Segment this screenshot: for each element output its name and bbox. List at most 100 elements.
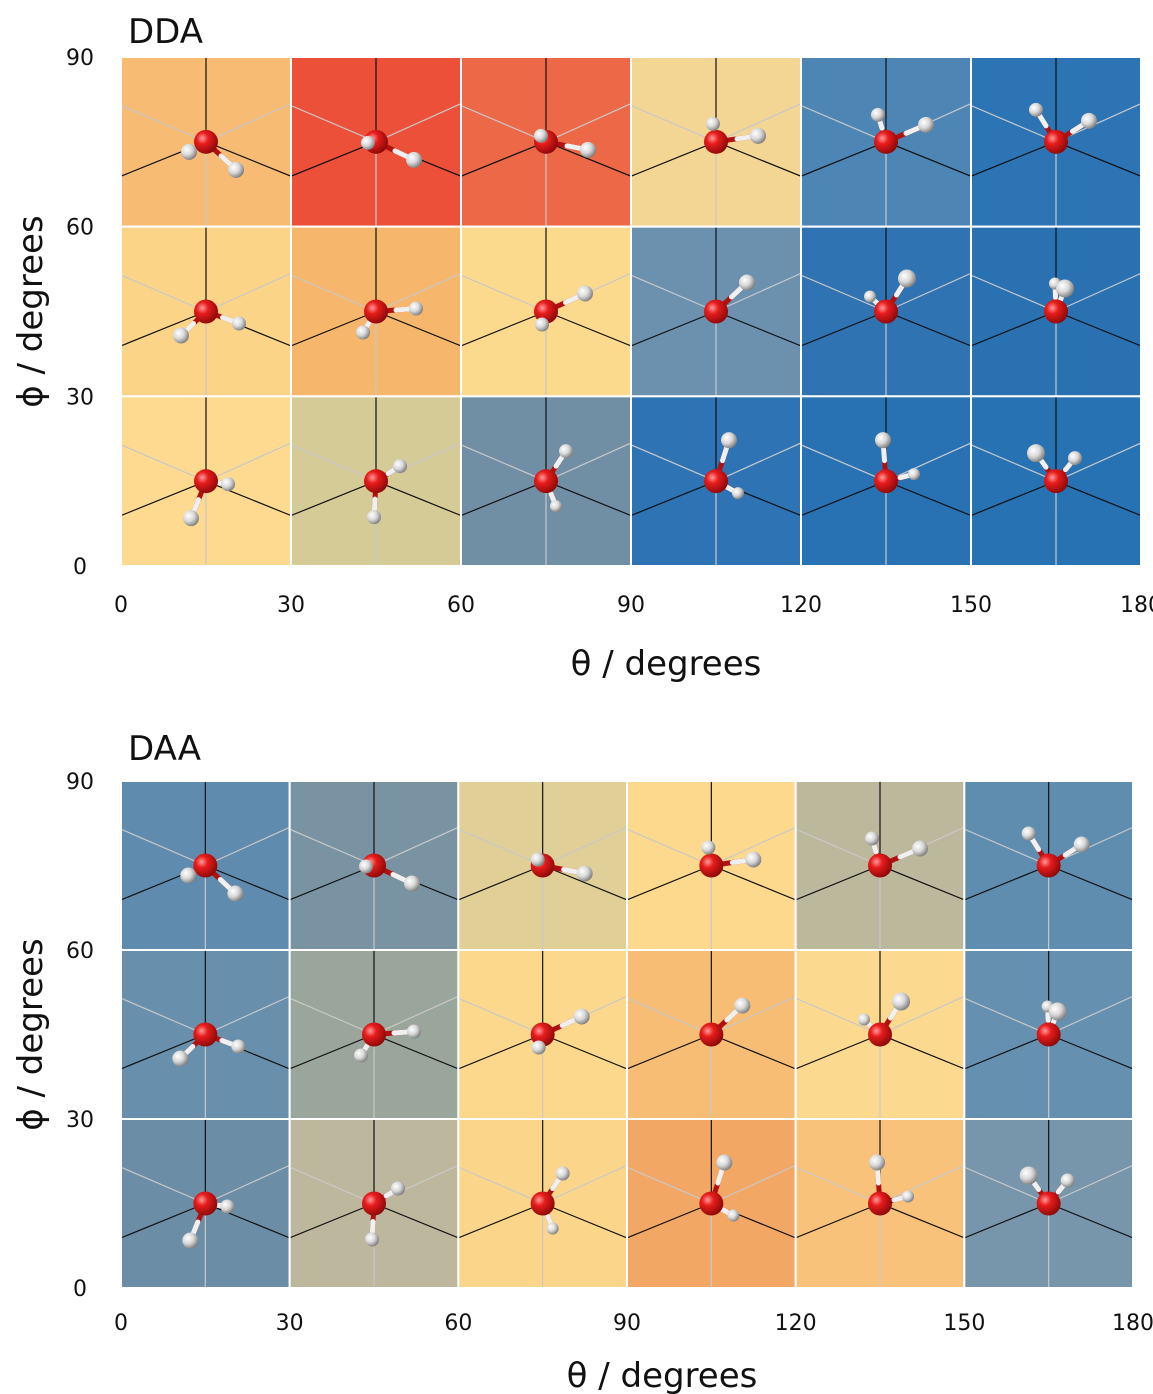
water-molecule [530, 1008, 590, 1055]
heatmap-cell [460, 56, 632, 228]
hydrogen-atom [367, 510, 381, 525]
hydrogen-atom [739, 274, 755, 291]
hydrogen-atom [918, 116, 934, 133]
x-tick-label: 150 [950, 593, 992, 618]
hydrogen-atom [531, 1040, 546, 1055]
hydrogen-atom [1081, 112, 1097, 129]
heatmap-cell [970, 56, 1142, 228]
reference-axes [459, 1120, 627, 1287]
water-molecule [364, 459, 407, 525]
heatmap-cell [970, 225, 1142, 398]
heatmap-cell [800, 225, 972, 398]
x-tick-label: 60 [447, 593, 475, 618]
hydrogen-atom [555, 1166, 570, 1181]
heatmap-cell [963, 949, 1134, 1120]
oxygen-atom [699, 1022, 724, 1047]
hydrogen-atom [1068, 451, 1082, 466]
hydrogen-atom [1021, 826, 1036, 841]
water-molecule [530, 1166, 570, 1235]
x-tick-label: 150 [943, 1311, 985, 1336]
heatmap-cell [963, 1118, 1134, 1289]
reference-axes [459, 782, 627, 949]
reference-axes [462, 58, 630, 226]
hydrogen-atom [706, 116, 720, 131]
reference-axes [290, 1120, 458, 1287]
hydrogen-atom [745, 851, 762, 868]
x-tick-label: 30 [276, 1311, 304, 1336]
hydrogen-atom [365, 1232, 379, 1247]
oxygen-atom [193, 1022, 218, 1047]
hydrogen-atom [750, 127, 766, 144]
hydrogen-atom [902, 1190, 914, 1203]
chart-title: DDA [128, 12, 203, 52]
reference-axes [972, 227, 1140, 396]
heatmap-cell [290, 395, 462, 568]
reference-axes [965, 1120, 1132, 1287]
reference-axes [632, 227, 800, 396]
heatmap-cell [120, 780, 291, 951]
hydrogen-atom [1027, 444, 1045, 463]
hydrogen-atom [559, 444, 573, 459]
water-molecule [704, 432, 744, 500]
x-tick-label: 0 [114, 593, 128, 618]
water-molecule [530, 852, 593, 882]
water-molecule [362, 1181, 405, 1247]
heatmap-panel-dda: DDA 0 30 60 90 120 150 180 0 30 60 90 θ / degrees ϕ /… [11, 12, 1153, 684]
oxygen-atom [874, 299, 898, 324]
water-molecule [704, 274, 755, 324]
hydrogen-atom [356, 325, 370, 340]
reference-axes [972, 397, 1140, 566]
y-axis-label: ϕ / degrees [11, 938, 51, 1130]
hydrogen-atom [716, 1154, 733, 1171]
x-tick-label: 0 [114, 1311, 128, 1336]
oxygen-atom [1036, 1191, 1061, 1216]
hydrogen-atom [530, 852, 545, 867]
x-tick-label: 30 [277, 593, 305, 618]
reference-axes [122, 397, 290, 566]
hydrogen-atom [361, 135, 375, 150]
hydrogen-atom [393, 459, 407, 474]
x-tick-label: 180 [1120, 593, 1153, 618]
water-molecule [359, 853, 420, 892]
hydrogen-atom [1056, 279, 1074, 298]
heatmap-cell [970, 395, 1142, 568]
water-molecule [172, 1022, 246, 1067]
heatmap-cell [120, 949, 291, 1120]
oxygen-atom [868, 1191, 892, 1216]
y-tick-label: 60 [66, 216, 94, 241]
y-tick-label: 30 [66, 385, 94, 410]
hydrogen-atom [892, 992, 910, 1011]
heatmap-cell [626, 1118, 797, 1289]
reference-axes [462, 397, 630, 566]
water-molecule [181, 129, 244, 178]
oxygen-atom [1036, 1022, 1061, 1047]
reference-axes [122, 1120, 289, 1287]
water-molecule [534, 444, 573, 513]
hydrogen-atom [580, 141, 596, 158]
heatmap-cell [457, 949, 629, 1120]
heatmap-cell [630, 56, 802, 228]
heatmap-cell [290, 56, 462, 228]
hydrogen-atom [875, 432, 891, 449]
water-molecule [180, 853, 244, 902]
hydrogen-atom [535, 317, 549, 332]
hydrogen-atom [573, 1008, 590, 1025]
reference-axes [628, 951, 795, 1118]
oxygen-atom [868, 853, 892, 878]
hydrogen-atom [577, 285, 593, 302]
oxygen-atom [1044, 469, 1068, 494]
heatmap-cell [120, 56, 292, 228]
water-molecule [1029, 102, 1097, 154]
water-molecule [1044, 277, 1074, 324]
y-tick-label: 30 [66, 1108, 94, 1133]
reference-axes [802, 227, 970, 396]
hydrogen-atom [220, 1199, 235, 1214]
x-tick-label: 120 [775, 1311, 817, 1336]
reference-axes [965, 782, 1132, 949]
water-molecule [173, 299, 246, 344]
oxygen-atom [868, 1022, 892, 1047]
hydrogen-atom [734, 997, 751, 1014]
oxygen-atom [194, 469, 218, 494]
heatmap-cell [457, 1118, 629, 1289]
water-molecule [183, 469, 235, 527]
